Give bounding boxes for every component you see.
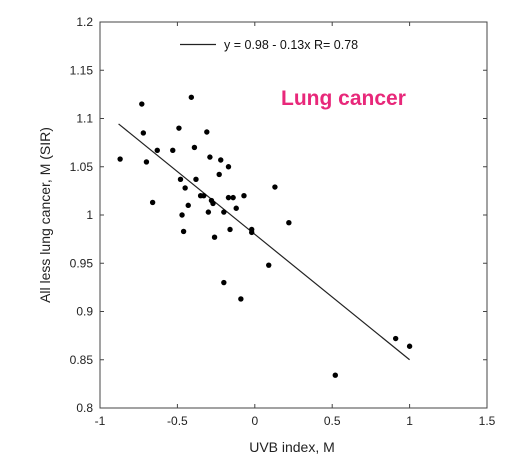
data-point <box>177 176 184 182</box>
regression-line <box>118 123 410 361</box>
y-tick-label: 1 <box>86 208 93 222</box>
data-point <box>180 228 187 235</box>
data-point <box>170 147 176 154</box>
data-point <box>216 171 222 178</box>
axis-ticks-group: -1 -0.5 0 0.5 1 1.5 0.8 0.85 0.9 0.95 1 1.05 1.1 1.15… <box>70 15 496 428</box>
x-tick-label: -0.5 <box>167 414 188 428</box>
data-point <box>211 234 218 240</box>
y-tick-label: 1.2 <box>76 15 93 29</box>
y-tick-label: 1.15 <box>70 63 94 77</box>
data-point <box>221 209 227 215</box>
data-point <box>225 164 232 170</box>
data-point <box>139 101 145 107</box>
x-tick-label: -1 <box>95 414 106 428</box>
data-point <box>249 229 255 236</box>
data-point <box>230 194 236 201</box>
x-tick-label: 0 <box>251 414 258 428</box>
data-point <box>406 343 413 349</box>
x-axis-title: UVB index, M <box>249 439 335 455</box>
data-point <box>207 154 213 160</box>
data-point <box>225 194 232 201</box>
data-point <box>210 200 216 207</box>
data-point <box>143 159 150 165</box>
y-tick-label: 1.1 <box>76 112 93 126</box>
x-tick-label: 1.5 <box>479 414 496 428</box>
data-point <box>218 157 224 163</box>
data-point <box>185 202 191 209</box>
y-axis-title: All less lung cancer, M (SIR) <box>37 127 53 303</box>
y-tick-label: 0.8 <box>76 401 93 415</box>
data-point <box>193 176 199 182</box>
regression-line-group <box>118 123 410 361</box>
data-point <box>117 156 123 162</box>
data-point <box>266 262 272 268</box>
data-point <box>179 212 185 218</box>
y-tick-label: 0.9 <box>76 305 93 319</box>
data-point <box>286 220 292 226</box>
y-tick-label: 1.05 <box>70 160 94 174</box>
x-tick-label: 0.5 <box>324 414 341 428</box>
data-point <box>188 94 195 100</box>
data-point <box>191 144 198 151</box>
plot-border <box>99 21 488 409</box>
plot-frame-group <box>99 21 488 409</box>
y-tick-label: 0.85 <box>70 353 94 367</box>
data-point <box>221 279 227 286</box>
data-point <box>176 125 182 131</box>
data-point <box>233 205 239 211</box>
data-point <box>140 130 147 136</box>
data-point <box>182 185 188 191</box>
y-tick-label: 0.95 <box>70 256 94 270</box>
x-tick-label: 1 <box>406 414 413 428</box>
data-point <box>227 226 233 233</box>
data-point <box>238 296 244 302</box>
legend-label: y = 0.98 - 0.13x R= 0.78 <box>224 38 358 52</box>
data-points-group <box>117 94 413 378</box>
data-point <box>241 193 247 199</box>
data-point <box>332 372 338 378</box>
data-point <box>149 199 156 206</box>
data-point <box>201 193 207 199</box>
chart-annotation: Lung cancer <box>281 87 406 110</box>
data-point <box>204 129 210 135</box>
data-point <box>272 184 278 190</box>
data-point <box>154 147 160 154</box>
data-point <box>205 209 212 215</box>
data-point <box>392 335 399 342</box>
